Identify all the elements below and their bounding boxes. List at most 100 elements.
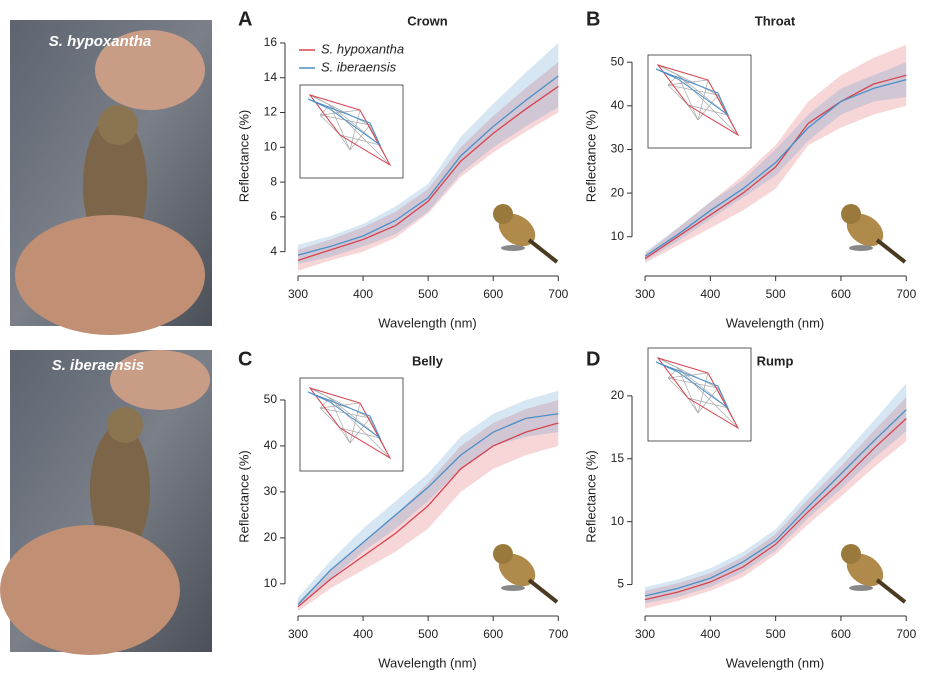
y-tick-label: 8 — [270, 174, 277, 188]
inset-edge — [319, 407, 341, 429]
inset-edge — [339, 427, 381, 439]
inset-edge — [339, 134, 351, 151]
inset-edge — [667, 377, 689, 399]
confidence-band — [645, 383, 907, 604]
inset-edge — [657, 357, 679, 369]
panel-letter: A — [238, 8, 252, 30]
x-tick-label: 400 — [353, 287, 373, 301]
x-tick-label: 600 — [483, 627, 503, 641]
inset-edge — [677, 367, 699, 414]
chart-title: Crown — [407, 13, 448, 28]
y-axis-label: Reflectance (%) — [236, 110, 251, 202]
x-tick-label: 300 — [288, 287, 308, 301]
inset-edge — [677, 74, 729, 116]
inset-hull — [656, 357, 740, 430]
photo-label: S. hypoxantha — [49, 33, 152, 50]
series-line — [644, 74, 907, 260]
inset-edge — [687, 104, 729, 116]
legend-label: S. iberaensis — [321, 59, 397, 74]
inset-edge — [657, 64, 679, 76]
x-tick-label: 600 — [483, 287, 503, 301]
inset-edge — [677, 367, 739, 429]
x-tick-label: 300 — [288, 627, 308, 641]
inset-edge — [319, 402, 361, 409]
series-line — [644, 418, 907, 601]
inset-edge — [349, 124, 371, 151]
bird-tail — [527, 238, 559, 264]
inset-edge — [329, 104, 381, 146]
inset-edge — [687, 397, 729, 409]
y-axis-label: Reflectance (%) — [236, 450, 251, 542]
legend-label: S. hypoxantha — [321, 41, 404, 56]
y-tick-label: 10 — [264, 576, 278, 590]
y-tick-label: 6 — [270, 209, 277, 223]
y-tick-label: 20 — [611, 185, 625, 199]
y-axis-label: Reflectance (%) — [583, 110, 598, 202]
bird-head — [493, 544, 513, 564]
bird-head — [841, 544, 861, 564]
confidence-band — [645, 397, 907, 609]
x-axis-label: Wavelength (nm) — [378, 315, 477, 330]
inset-edge — [319, 114, 341, 136]
series-line — [297, 413, 559, 605]
bird-perch — [501, 585, 525, 591]
bird-perch — [501, 245, 525, 251]
inset-edge — [339, 427, 351, 444]
x-tick-label: 500 — [766, 287, 786, 301]
inset-edge — [329, 397, 391, 459]
y-tick-label: 12 — [264, 105, 278, 119]
bird-tail — [875, 238, 907, 264]
y-tick-label: 10 — [611, 514, 625, 528]
inset-edge — [667, 84, 689, 106]
inset-edge — [329, 104, 351, 151]
y-tick-label: 14 — [264, 70, 278, 84]
inset-hull — [655, 361, 730, 410]
x-tick-label: 500 — [766, 627, 786, 641]
series-line — [644, 409, 907, 597]
inset-edge — [667, 79, 709, 86]
inset-edge — [309, 94, 331, 106]
x-tick-label: 700 — [896, 287, 916, 301]
bird-tail — [875, 578, 907, 604]
inset-edge — [697, 94, 719, 121]
y-tick-label: 5 — [617, 577, 624, 591]
y-axis-label: Reflectance (%) — [583, 450, 598, 542]
x-tick-label: 500 — [418, 287, 438, 301]
series-line — [297, 422, 559, 608]
confidence-band — [645, 44, 907, 263]
y-tick-label: 50 — [611, 54, 625, 68]
y-tick-label: 30 — [264, 484, 278, 498]
panel-letter: C — [238, 348, 252, 370]
chart-title: Rump — [757, 353, 794, 368]
bird-tail — [527, 578, 559, 604]
x-tick-label: 600 — [831, 627, 851, 641]
x-tick-label: 600 — [831, 287, 851, 301]
chart-title: Belly — [412, 353, 444, 368]
inset-hull — [308, 94, 392, 167]
inset-hull — [307, 391, 382, 440]
inset-edge — [329, 397, 381, 439]
series-line — [297, 75, 559, 256]
bird-head — [493, 204, 513, 224]
inset-edge — [677, 74, 699, 121]
y-tick-label: 30 — [611, 142, 625, 156]
bird-head — [841, 204, 861, 224]
inset-edge — [667, 372, 709, 379]
inset-edge — [309, 387, 331, 399]
chart-title: Throat — [755, 13, 796, 28]
y-tick-label: 4 — [270, 244, 277, 258]
y-tick-label: 15 — [611, 451, 625, 465]
inset-edge — [319, 109, 361, 116]
x-tick-label: 400 — [700, 627, 720, 641]
photo: S. hypoxantha — [10, 20, 212, 335]
y-tick-label: 16 — [264, 35, 278, 49]
x-tick-label: 700 — [548, 287, 568, 301]
bird-perch — [849, 245, 873, 251]
inset-edge — [677, 74, 739, 136]
inset-hull — [655, 68, 730, 117]
y-tick-label: 20 — [611, 388, 625, 402]
panel-letter: B — [586, 8, 600, 30]
confidence-band — [298, 390, 559, 607]
inset-edge — [687, 104, 699, 121]
